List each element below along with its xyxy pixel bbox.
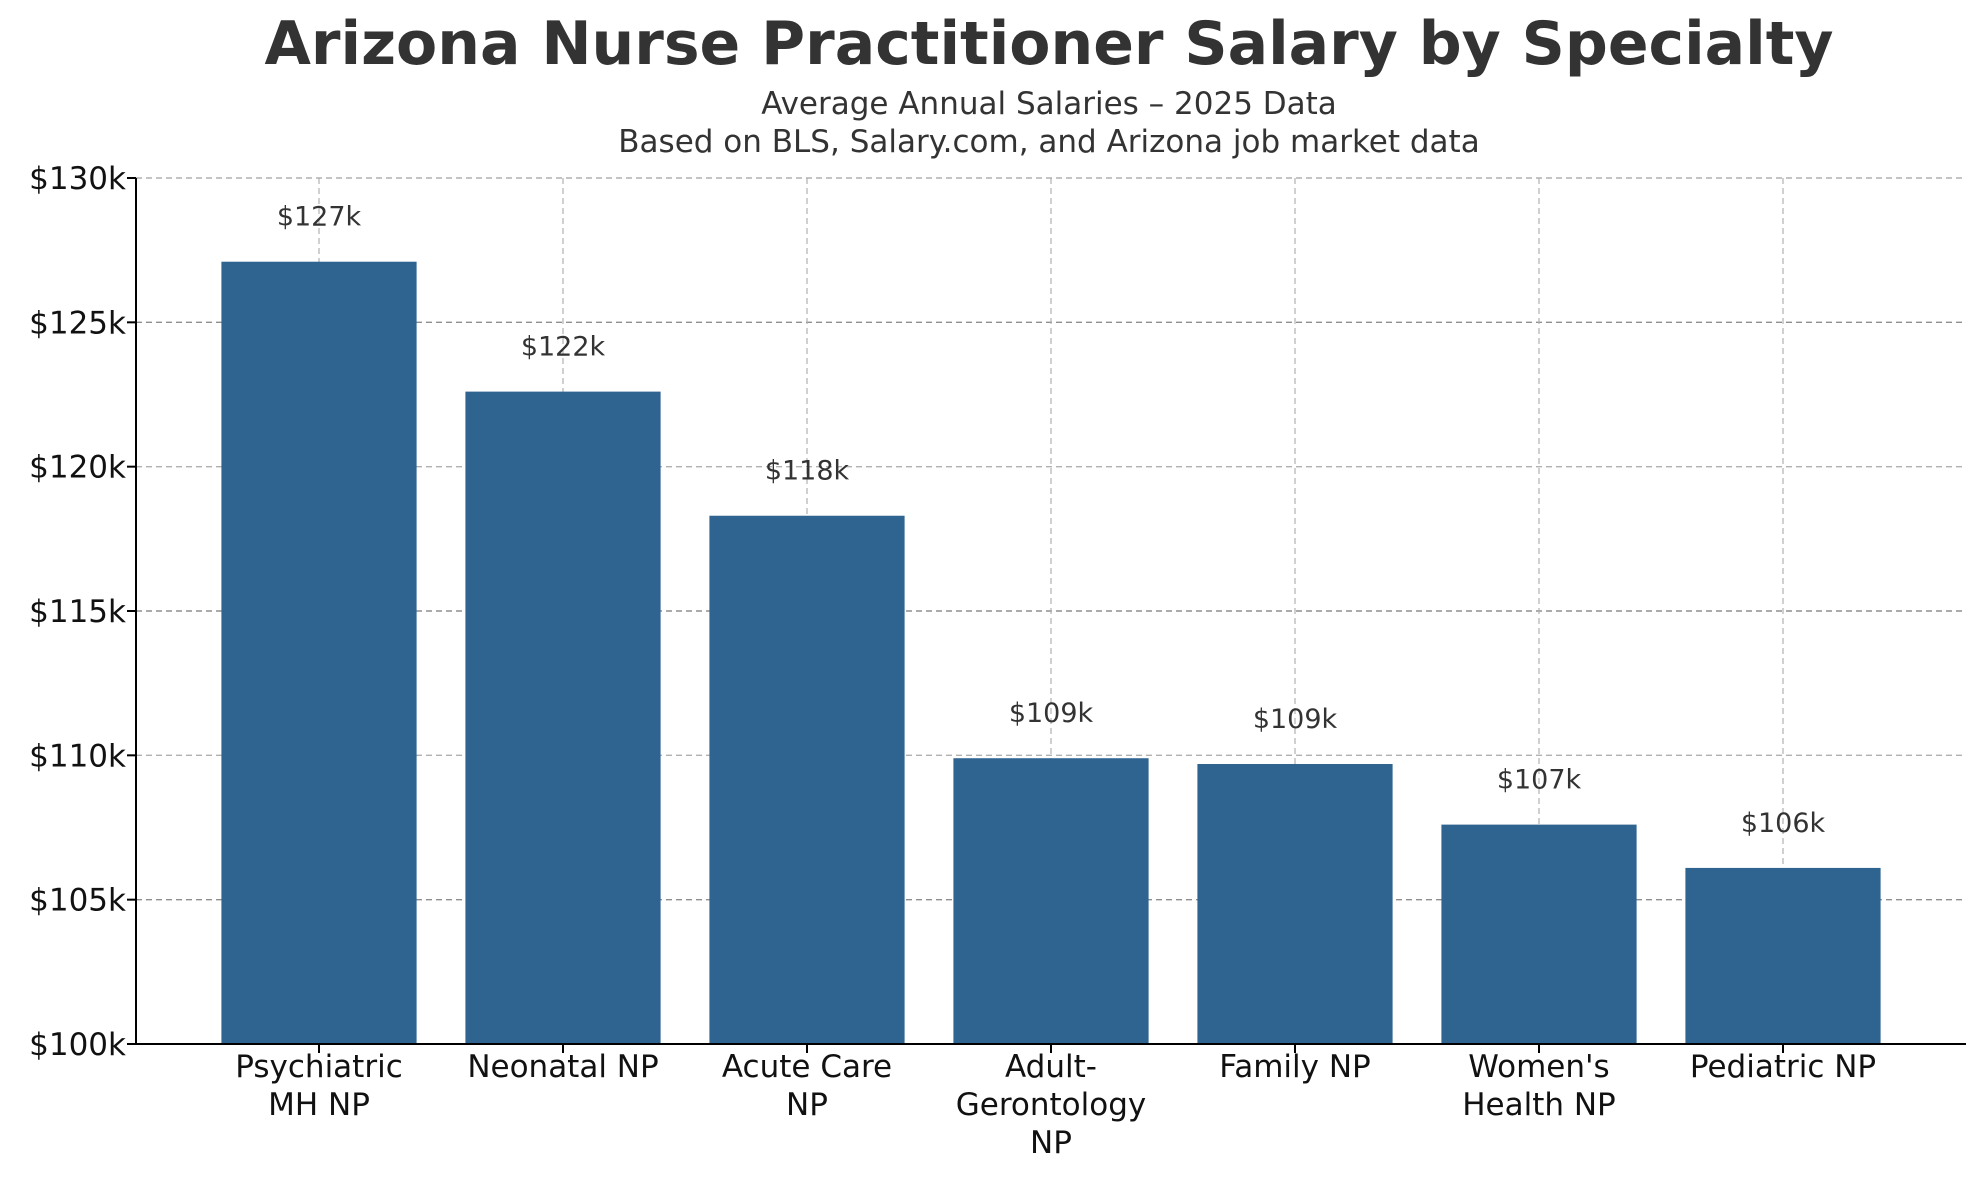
axes xyxy=(127,177,1966,1053)
chart-title: Arizona Nurse Practitioner Salary by Spe… xyxy=(265,9,1834,79)
x-tick-label: NP xyxy=(786,1087,828,1123)
bar xyxy=(1197,763,1393,1044)
x-tick-label: Health NP xyxy=(1462,1087,1616,1123)
x-tick-label: Gerontology xyxy=(956,1087,1147,1123)
bar-data-label: $109k xyxy=(1009,698,1094,729)
bar xyxy=(709,515,905,1044)
x-tick-label: Neonatal NP xyxy=(467,1049,658,1085)
chart-subtitle-line-2: Based on BLS, Salary.com, and Arizona jo… xyxy=(618,124,1479,160)
y-tick-label: $100k xyxy=(29,1027,126,1063)
y-tick-label: $130k xyxy=(29,161,126,197)
x-tick-label: Women's xyxy=(1468,1049,1609,1085)
y-tick-label: $110k xyxy=(29,738,126,774)
x-tick-label: Psychiatric xyxy=(235,1049,403,1085)
bar xyxy=(221,261,417,1044)
bar-data-label: $106k xyxy=(1741,808,1826,839)
bars xyxy=(221,261,1881,1044)
bar-data-label: $118k xyxy=(765,456,850,487)
x-tick-label: Acute Care xyxy=(722,1049,892,1085)
chart-subtitle-line-1: Average Annual Salaries – 2025 Data xyxy=(761,86,1337,122)
x-tick-label: Adult- xyxy=(1005,1049,1097,1085)
x-tick-label: Family NP xyxy=(1219,1049,1371,1085)
bar xyxy=(465,391,661,1044)
labels: $127k $122k $118k $109k $109k $107k $106k $100k… xyxy=(29,161,1876,1161)
y-tick-label: $105k xyxy=(29,883,126,919)
y-tick-label: $120k xyxy=(29,450,126,486)
bar-data-label: $109k xyxy=(1253,704,1338,735)
y-tick-label: $125k xyxy=(29,305,126,341)
x-tick-label: Pediatric NP xyxy=(1690,1049,1876,1085)
bar-data-label: $127k xyxy=(277,202,362,233)
y-tick-label: $115k xyxy=(29,594,126,630)
x-tick-label: NP xyxy=(1030,1125,1072,1161)
bar xyxy=(953,758,1149,1044)
bar xyxy=(1441,824,1637,1044)
bar-data-label: $122k xyxy=(521,332,606,363)
bar-data-label: $107k xyxy=(1497,765,1582,796)
x-tick-label: MH NP xyxy=(268,1087,370,1123)
bar xyxy=(1685,867,1881,1044)
